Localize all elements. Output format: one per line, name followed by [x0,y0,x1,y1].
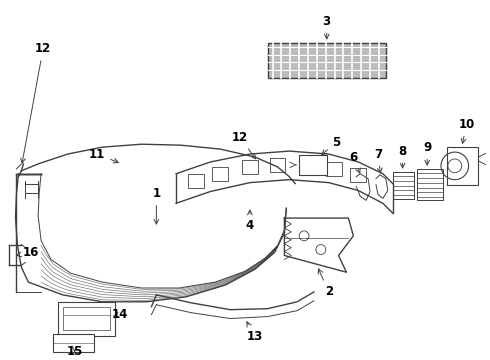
Bar [268,43,386,78]
Text: 1: 1 [152,187,160,224]
Text: 12: 12 [232,131,256,159]
Text: 7: 7 [374,148,382,173]
Bar [188,174,204,188]
Bar [326,162,342,176]
Bar [299,159,315,172]
Text: 10: 10 [459,118,475,143]
Bar [58,302,115,336]
Text: 13: 13 [247,322,263,343]
Text: 15: 15 [67,345,83,357]
Text: 14: 14 [112,308,128,321]
Text: 11: 11 [89,148,118,163]
Bar [63,307,110,330]
Text: 4: 4 [246,210,254,233]
Bar [447,147,478,185]
Text: 5: 5 [322,136,341,154]
Text: 3: 3 [323,15,331,39]
Bar [213,167,228,180]
Text: 16: 16 [17,246,40,259]
Bar [299,155,327,175]
Bar [393,172,415,199]
Text: 6: 6 [349,150,360,173]
Text: 9: 9 [423,141,431,165]
Text: 2: 2 [318,269,333,298]
Text: 8: 8 [398,145,407,168]
Bar [242,161,258,174]
Bar [417,169,443,201]
Bar [350,168,366,182]
Text: 12: 12 [21,42,51,163]
Bar [270,158,285,172]
Bar [53,334,94,352]
